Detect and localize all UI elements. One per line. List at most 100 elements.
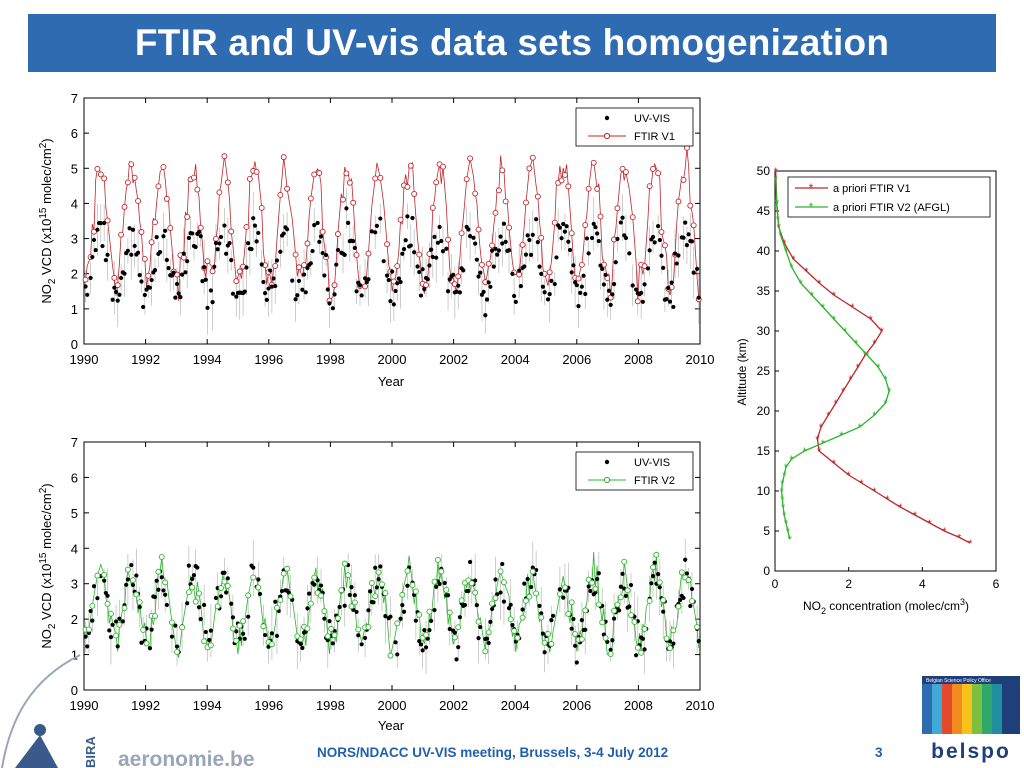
uvvis-point (202, 602, 207, 608)
belspo-logo-text: belspo (931, 740, 1011, 763)
x-tick-label: 1994 (193, 698, 222, 713)
uvvis-point (173, 295, 178, 300)
uvvis-point (218, 594, 224, 599)
profile-star-marker: * (789, 262, 794, 274)
ftir-point (152, 219, 158, 226)
top-legend-uvvis: UV-VIS (634, 113, 670, 125)
belspo-bar-2 (932, 684, 942, 734)
ftir-point (653, 551, 660, 558)
profile-series-line-1 (775, 170, 971, 544)
uvvis-point (495, 252, 500, 257)
ftir-point (245, 592, 252, 599)
uvvis-point (330, 306, 335, 311)
uvvis-point (254, 239, 259, 244)
uvvis-point (227, 241, 232, 246)
uvvis-point (512, 293, 517, 299)
uvvis-point (95, 227, 100, 232)
belspo-bar-9 (1002, 684, 1020, 734)
profile-y-tick-label: 35 (757, 284, 771, 298)
y-tick-label: 6 (71, 470, 78, 485)
uvvis-point (157, 250, 163, 255)
uvvis-point (229, 257, 234, 263)
profile-star-marker: * (776, 214, 781, 226)
ftir-point (429, 204, 436, 211)
x-tick-label: 2002 (439, 698, 468, 713)
ftir-point (658, 229, 665, 235)
uvvis-point (178, 294, 183, 300)
uvvis-point (257, 591, 263, 597)
uvvis-point (550, 613, 556, 618)
uvvis-point (671, 641, 676, 646)
uvvis-point (129, 562, 134, 568)
uvvis-point (650, 573, 656, 579)
uvvis-point (222, 223, 227, 228)
uvvis-point (346, 220, 351, 226)
uvvis-point (539, 271, 544, 276)
uvvis-point (230, 615, 236, 620)
y-tick-label: 3 (71, 232, 78, 247)
profile-star-marker: * (782, 510, 787, 522)
profile-star-marker: * (832, 458, 837, 470)
ftir-point (280, 570, 287, 577)
uvvis-point (179, 272, 185, 277)
profile-legend-v1: a priori FTIR V1 (833, 183, 911, 195)
ftir-point (416, 251, 423, 258)
uvvis-point (627, 251, 632, 256)
ftir-point (316, 170, 323, 176)
top-panel: 1990 1992 1994 1996 1998 2000 2002 2004 2006 2008… (38, 91, 714, 389)
ftir-point (345, 572, 352, 579)
ftir-point (162, 579, 169, 586)
uvvis-point (225, 576, 230, 581)
uvvis-point (425, 277, 430, 282)
uvvis-point (305, 265, 310, 271)
profile-star-marker: * (928, 518, 933, 530)
x-tick-label: 2008 (624, 698, 653, 713)
uvvis-point (595, 231, 600, 236)
ftir-point (607, 651, 614, 657)
uvvis-point (384, 273, 390, 278)
uvvis-point (689, 586, 695, 592)
uvvis-point (484, 297, 490, 302)
uvvis-point (537, 603, 542, 609)
ftir-point (426, 608, 433, 615)
uvvis-point (429, 618, 434, 623)
uvvis-point (242, 289, 247, 294)
profile-star-marker: * (839, 430, 844, 442)
uvvis-point (571, 616, 576, 622)
uvvis-point (105, 252, 110, 257)
y-tick-label: 7 (71, 91, 78, 106)
uvvis-point (447, 277, 452, 282)
uvvis-point (610, 638, 615, 643)
uvvis-point (351, 239, 356, 244)
ftir-point (445, 236, 452, 243)
uvvis-point (271, 276, 276, 281)
uvvis-point (273, 599, 278, 604)
ftir-point (472, 190, 479, 197)
belspo-bar-5 (962, 684, 972, 734)
profile-y-tick-label: 25 (757, 364, 771, 378)
uvvis-point (203, 629, 208, 635)
uvvis-point (579, 618, 584, 623)
uvvis-point (91, 237, 97, 243)
x-tick-label: 2010 (686, 698, 715, 713)
ftir-point (277, 192, 284, 198)
profile-star-marker: * (782, 470, 787, 482)
uvvis-point (520, 607, 525, 612)
uvvis-point (588, 588, 593, 594)
profile-star-marker: * (821, 438, 826, 450)
top-y-label: NO2 VCD (x1015 molec/cm2) (38, 138, 58, 303)
uvvis-point (639, 290, 644, 295)
uvvis-point (301, 272, 307, 277)
ftir-point (204, 258, 211, 265)
ftir-point (236, 622, 243, 629)
ftir-point (595, 601, 602, 608)
ftir-point (467, 155, 474, 162)
uvvis-point (315, 220, 320, 226)
ftir-point (189, 584, 196, 591)
uvvis-point (130, 227, 136, 232)
uvvis-point (396, 276, 402, 281)
profile-legend-v2-marker: * (809, 200, 814, 214)
ftir-point (324, 633, 331, 640)
uvvis-point (147, 285, 153, 290)
